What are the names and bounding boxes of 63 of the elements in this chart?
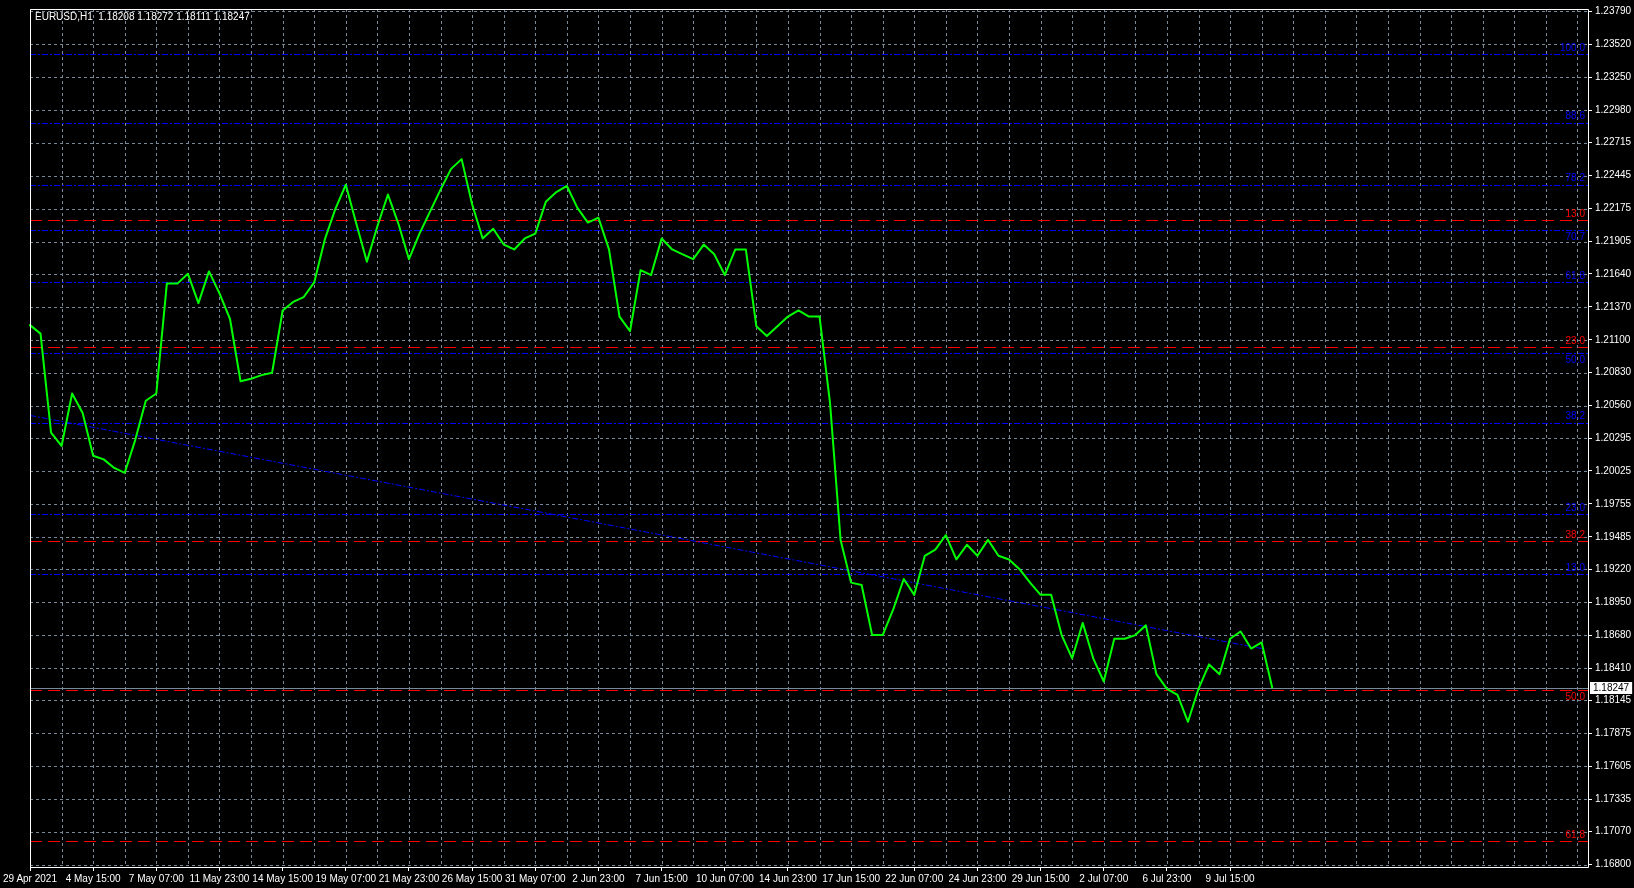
annotation: 61.8 <box>1565 270 1586 282</box>
annotation: 23.0 <box>1565 334 1586 346</box>
x-tick-label: 14 Jun 23:00 <box>759 872 818 884</box>
x-tick-label: 4 May 15:00 <box>65 872 122 884</box>
y-tick-label: 1.21100 <box>1595 333 1631 345</box>
x-tick-label: 9 Jul 15:00 <box>1205 872 1255 884</box>
x-tick-label: 2 Jun 23:00 <box>572 872 626 884</box>
x-tick-label: 24 Jun 23:00 <box>948 872 1007 884</box>
y-tick-label: 1.22445 <box>1595 169 1632 181</box>
y-tick-label: 1.18680 <box>1595 628 1632 640</box>
y-tick-label: 1.16800 <box>1595 858 1632 870</box>
x-tick-label: 21 May 23:00 <box>378 872 440 884</box>
x-tick-label: 10 Jun 07:00 <box>695 872 755 884</box>
y-tick-label: 1.18145 <box>1595 694 1632 706</box>
x-tick-label: 6 Jul 23:00 <box>1142 872 1192 884</box>
y-tick-label: 1.19485 <box>1595 530 1632 542</box>
y-tick-label: 1.21370 <box>1595 300 1632 312</box>
y-tick-label: 1.20295 <box>1595 431 1632 443</box>
y-tick-label: 1.20830 <box>1595 366 1632 378</box>
annotation: 38.2 <box>1565 410 1586 422</box>
annotation: 100.0 <box>1559 41 1586 53</box>
x-tick-label: 7 May 07:00 <box>128 872 185 884</box>
x-tick-label: 11 May 23:00 <box>189 872 250 884</box>
x-tick-label: 19 May 07:00 <box>315 872 377 884</box>
y-tick-label: 1.23790 <box>1595 5 1632 17</box>
annotation: 50.0 <box>1565 690 1586 702</box>
x-tick-label: 31 May 07:00 <box>504 872 567 884</box>
y-tick-label: 1.17605 <box>1595 760 1632 772</box>
y-tick-label: 1.21905 <box>1595 235 1632 247</box>
annotation: 13.0 <box>1565 207 1586 219</box>
annotation: 78.2 <box>1565 172 1586 184</box>
y-tick-label: 1.17070 <box>1595 825 1632 837</box>
x-tick-label: 29 Jun 15:00 <box>1011 872 1070 884</box>
y-tick-label: 1.18950 <box>1595 595 1632 607</box>
y-tick-label: 1.22175 <box>1595 202 1632 214</box>
y-tick-label: 1.22715 <box>1595 136 1632 148</box>
x-tick-label: 17 Jun 15:00 <box>822 872 881 884</box>
annotation: 70.7 <box>1565 230 1586 242</box>
y-tick-label: 1.17875 <box>1595 727 1632 739</box>
y-tick-label: 1.20025 <box>1595 464 1632 476</box>
y-tick-label: 1.21640 <box>1595 267 1632 279</box>
y-tick-label: 1.19755 <box>1595 497 1632 509</box>
annotation: 38.2 <box>1565 528 1586 540</box>
annotation: 88.6 <box>1565 110 1586 122</box>
y-tick-label: 1.19220 <box>1595 562 1632 574</box>
x-tick-label: 22 Jun 07:00 <box>885 872 944 884</box>
x-tick-label: 29 Apr 2021 <box>3 872 58 884</box>
x-tick-label: 26 May 15:00 <box>441 872 503 884</box>
y-tick-label: 1.23250 <box>1595 71 1632 83</box>
annotation: 23.0 <box>1565 502 1586 514</box>
annotation: 13.0 <box>1565 561 1586 573</box>
y-tick-label: 1.20560 <box>1595 399 1632 411</box>
x-tick-label: 7 Jun 15:00 <box>635 872 689 884</box>
y-tick-label: 1.18410 <box>1595 661 1632 673</box>
annotation: 50.0 <box>1565 353 1586 365</box>
y-tick-label: 1.22980 <box>1595 104 1632 116</box>
ref-line-label: 1.18247 <box>1593 682 1630 694</box>
chart-title: EURUSD,H1 1.18208 1.18272 1.18111 1.18247 <box>35 10 251 22</box>
y-tick-label: 1.23520 <box>1595 38 1632 50</box>
x-tick-label: 2 Jul 07:00 <box>1079 872 1129 884</box>
annotation: 61.8 <box>1565 829 1586 841</box>
y-tick-label: 1.17335 <box>1595 793 1632 805</box>
x-tick-label: 14 May 15:00 <box>252 872 314 884</box>
